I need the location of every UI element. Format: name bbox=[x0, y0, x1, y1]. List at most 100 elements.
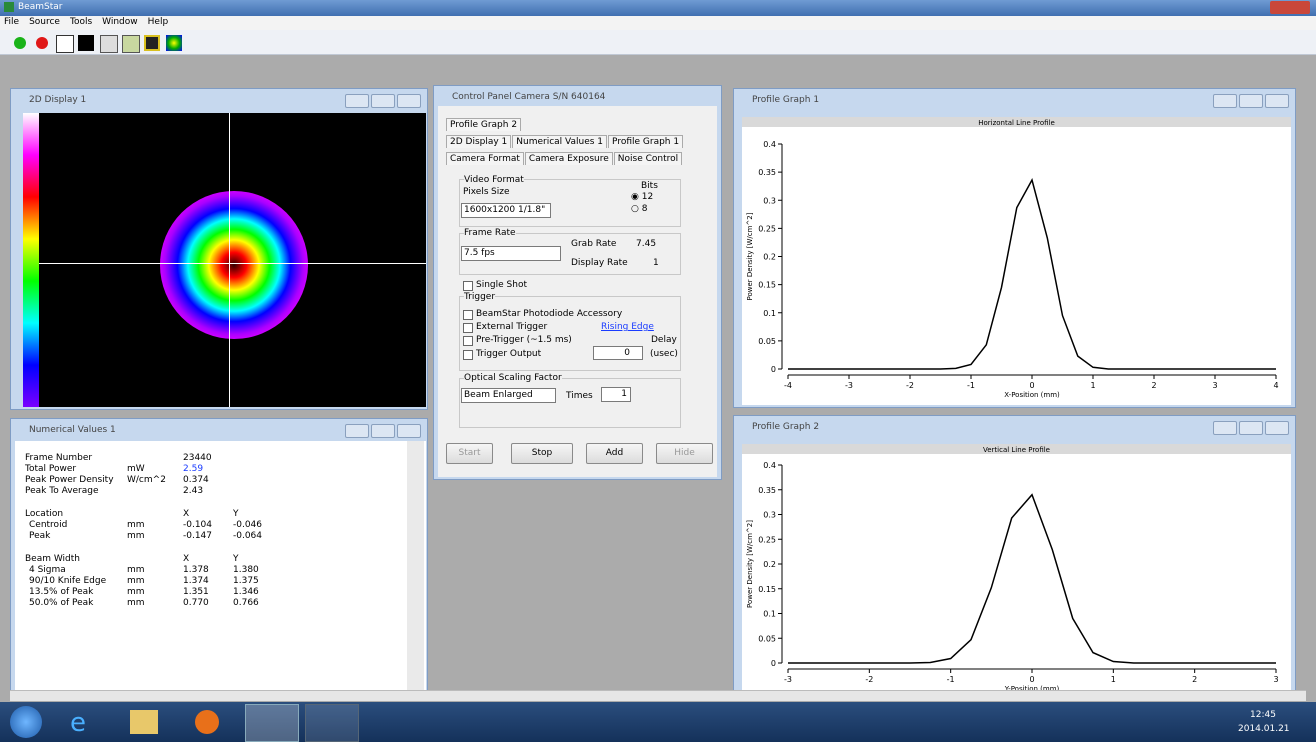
stop-button[interactable]: Stop bbox=[511, 443, 573, 464]
row-value: 0.766 bbox=[233, 598, 259, 608]
browser-icon[interactable]: e bbox=[70, 708, 100, 736]
row-label: 4 Sigma bbox=[29, 565, 66, 575]
tab[interactable]: Camera Format bbox=[446, 152, 524, 165]
add-button[interactable]: Add bbox=[586, 443, 643, 464]
row-unit: W/cm^2 bbox=[127, 475, 166, 485]
numeric-icon[interactable] bbox=[100, 35, 118, 53]
tab[interactable]: 2D Display 1 bbox=[446, 135, 511, 148]
label: (usec) bbox=[650, 349, 678, 359]
y-tick-label: 0.2 bbox=[763, 560, 776, 569]
section-label: Beam Width bbox=[25, 554, 80, 564]
clock-time: 12:45 bbox=[1250, 710, 1276, 720]
y-axis-label: Power Density [W/cm^2] bbox=[746, 212, 754, 300]
delay-input[interactable]: 0 bbox=[593, 346, 643, 360]
media-icon[interactable] bbox=[195, 710, 219, 734]
label: Times bbox=[566, 391, 593, 401]
label: Pixels bbox=[463, 187, 489, 197]
x-tick-label: -3 bbox=[784, 675, 792, 684]
times-input[interactable]: 1 bbox=[601, 387, 631, 402]
taskbar: e 12:45 2014.01.21 bbox=[0, 702, 1316, 742]
checkbox[interactable] bbox=[463, 281, 473, 291]
profile-chart: Vertical Line Profile00.050.10.150.20.25… bbox=[742, 444, 1291, 699]
start-icon[interactable] bbox=[14, 37, 26, 49]
row-value: 23440 bbox=[183, 453, 212, 463]
row-label: Frame Number bbox=[25, 453, 92, 463]
window-title: Profile Graph 2 bbox=[752, 422, 819, 432]
frame-rate-select[interactable]: 7.5 fps bbox=[461, 246, 561, 261]
row-label: 13.5% of Peak bbox=[29, 587, 93, 597]
optical-select[interactable]: Beam Enlarged bbox=[461, 388, 556, 403]
value: 1 bbox=[653, 258, 659, 268]
row-label: Centroid bbox=[29, 520, 67, 530]
label: Trigger Output bbox=[476, 349, 541, 359]
y-tick-label: 0 bbox=[771, 659, 776, 668]
horizontal-scrollbar[interactable] bbox=[10, 690, 1306, 701]
menu-item[interactable]: File bbox=[4, 17, 19, 27]
x-tick-label: -3 bbox=[845, 381, 853, 390]
scrollbar[interactable] bbox=[407, 441, 424, 699]
tab-row: Camera FormatCamera ExposureNoise Contro… bbox=[446, 152, 684, 169]
row-value: -0.104 bbox=[183, 520, 212, 530]
row-value: 1.375 bbox=[233, 576, 259, 586]
row-unit: mm bbox=[127, 598, 145, 608]
menu-item[interactable]: Source bbox=[29, 17, 60, 27]
beam-image bbox=[23, 113, 426, 407]
window-buttons bbox=[345, 424, 421, 438]
row-unit: mW bbox=[127, 464, 145, 474]
x-tick-label: 1 bbox=[1111, 675, 1116, 684]
link[interactable]: Rising Edge bbox=[601, 322, 654, 332]
column-header: Y bbox=[233, 554, 239, 564]
label: BeamStar Photodiode Accessory bbox=[476, 309, 622, 319]
checkbox[interactable] bbox=[463, 323, 473, 333]
beamstar-task[interactable] bbox=[245, 704, 299, 742]
row-label: 90/10 Knife Edge bbox=[29, 576, 106, 586]
tab[interactable]: Profile Graph 2 bbox=[446, 118, 521, 131]
row-label: Peak Power Density bbox=[25, 475, 114, 485]
profile-graph-window: Profile Graph 2 Vertical Line Profile 0 0.… bbox=[733, 415, 1296, 700]
graph-icon[interactable] bbox=[122, 35, 140, 53]
stop-icon[interactable] bbox=[36, 37, 48, 49]
hide-button[interactable]: Hide bbox=[656, 443, 713, 464]
x-tick-label: 2 bbox=[1192, 675, 1197, 684]
tab[interactable]: Numerical Values 1 bbox=[512, 135, 607, 148]
menu-item[interactable]: Tools bbox=[70, 17, 92, 27]
window-title: 2D Display 1 bbox=[29, 95, 86, 105]
profile-icon[interactable] bbox=[56, 35, 74, 53]
app-icon bbox=[4, 2, 14, 12]
y-tick-label: 0.3 bbox=[763, 511, 776, 520]
start-button[interactable]: Start bbox=[446, 443, 493, 464]
start-button[interactable] bbox=[10, 706, 42, 738]
profile-chart: Horizontal Line Profile00.050.10.150.20.… bbox=[742, 117, 1291, 405]
camera-icon[interactable] bbox=[144, 35, 160, 51]
tab[interactable]: Noise Control bbox=[614, 152, 682, 165]
x-axis-label: X-Position (mm) bbox=[1004, 391, 1060, 399]
radio[interactable]: ◉ 12 bbox=[631, 192, 653, 202]
explorer-icon[interactable] bbox=[130, 710, 158, 734]
y-tick-label: 0.05 bbox=[758, 634, 776, 643]
close-button[interactable] bbox=[1270, 1, 1310, 14]
tab[interactable]: Profile Graph 1 bbox=[608, 135, 683, 148]
row-value: 2.59 bbox=[183, 464, 203, 474]
label: Bits bbox=[641, 181, 658, 191]
video-format-select[interactable]: 1600x1200 1/1.8" bbox=[461, 203, 551, 218]
y-tick-label: 0.2 bbox=[763, 253, 776, 262]
checkbox[interactable] bbox=[463, 350, 473, 360]
row-value: 0.770 bbox=[183, 598, 209, 608]
menu-item[interactable]: Help bbox=[148, 17, 169, 27]
row-label: Total Power bbox=[25, 464, 76, 474]
row-value: 1.378 bbox=[183, 565, 209, 575]
control-panel-body: Profile Graph 2 2D Display 1Numerical Val… bbox=[438, 106, 717, 477]
group-label: Trigger bbox=[464, 292, 495, 302]
menu-item[interactable]: Window bbox=[102, 17, 138, 27]
paint-task[interactable] bbox=[305, 704, 359, 742]
tab[interactable]: Camera Exposure bbox=[525, 152, 613, 165]
color-icon[interactable] bbox=[166, 35, 182, 51]
row-value: -0.046 bbox=[233, 520, 262, 530]
x-tick-label: -1 bbox=[947, 675, 955, 684]
chart-title: Vertical Line Profile bbox=[983, 446, 1050, 454]
checkbox[interactable] bbox=[463, 336, 473, 346]
radio[interactable]: ○ 8 bbox=[631, 204, 647, 214]
display-icon[interactable] bbox=[78, 35, 94, 51]
checkbox[interactable] bbox=[463, 310, 473, 320]
